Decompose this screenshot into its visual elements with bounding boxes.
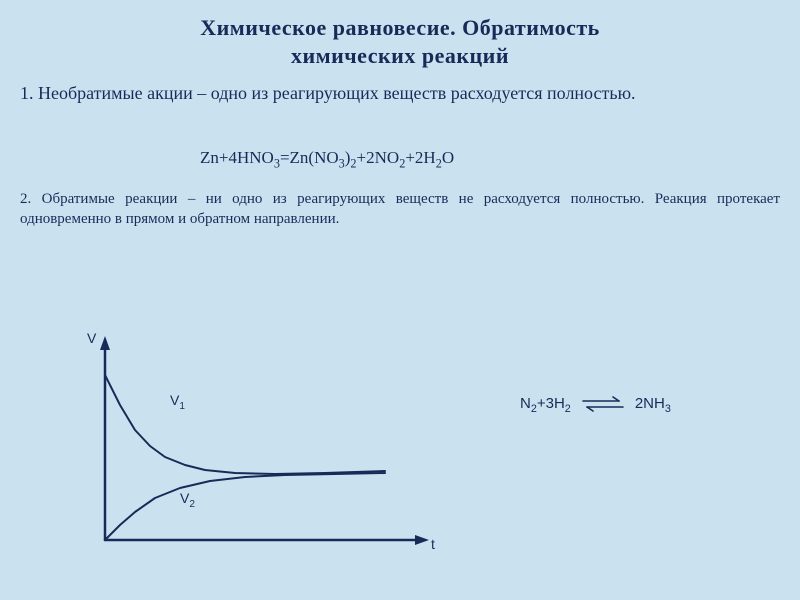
section-2-text: Обратимые реакции – ни одно из реагирующ…: [20, 191, 780, 227]
reversible-arrow-icon: [581, 396, 625, 412]
axis-label-y: V: [87, 330, 96, 346]
curve-label-v2: V2: [180, 490, 195, 506]
section-2-number: 2.: [20, 191, 31, 207]
title-line1: Химическое равновесие. Обратимость: [200, 15, 600, 40]
section-1: 1. Необратимые акции – одно из реагирующ…: [20, 82, 780, 105]
equation-2-left: N2+3H2: [520, 395, 571, 412]
curve-label-v1: V1: [170, 392, 185, 408]
section-2: 2. Обратимые реакции – ни одно из реагир…: [20, 190, 780, 229]
page-title: Химическое равновесие. Обратимость химич…: [0, 14, 800, 69]
section-1-text: Необратимые акции – одно из реагирующих …: [38, 83, 636, 103]
section-1-number: 1.: [20, 83, 34, 103]
title-line2: химических реакций: [291, 43, 509, 68]
equation-1: Zn+4HNO3=Zn(NO3)2+2NO2+2H2O: [200, 148, 454, 168]
equation-2: N2+3H2 2NH3: [520, 395, 671, 412]
equation-2-right: 2NH3: [635, 395, 671, 412]
rate-chart: Vt V1 V2: [85, 330, 445, 570]
axis-label-x: t: [431, 536, 435, 552]
